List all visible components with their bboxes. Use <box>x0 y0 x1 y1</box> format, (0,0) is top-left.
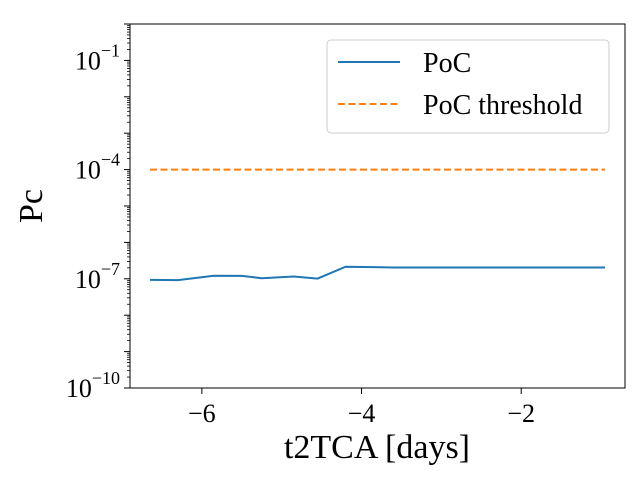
y-tick-label: 10−10 <box>66 368 120 403</box>
y-tick-label: 10−4 <box>75 150 120 185</box>
y-tick-label: 10−1 <box>75 40 120 75</box>
y-axis-label: Pc <box>13 189 50 223</box>
legend: PoC PoC threshold <box>326 39 610 134</box>
x-axis: −6 −4 −2 <box>188 388 535 428</box>
series-layer <box>149 168 605 282</box>
legend-label-poc-threshold: PoC threshold <box>423 90 582 121</box>
legend-label-poc: PoC <box>423 48 471 79</box>
legend-frame <box>326 39 610 134</box>
x-tick-label: −2 <box>507 399 535 428</box>
x-tick-label: −4 <box>348 399 376 428</box>
x-tick-label: −6 <box>188 399 216 428</box>
y-tick-label: 10−7 <box>75 259 120 294</box>
x-axis-label: t2TCA [days] <box>284 429 470 466</box>
y-axis: 10−10 10−7 10−4 10−1 <box>66 23 130 403</box>
series-line-poc <box>149 265 605 282</box>
